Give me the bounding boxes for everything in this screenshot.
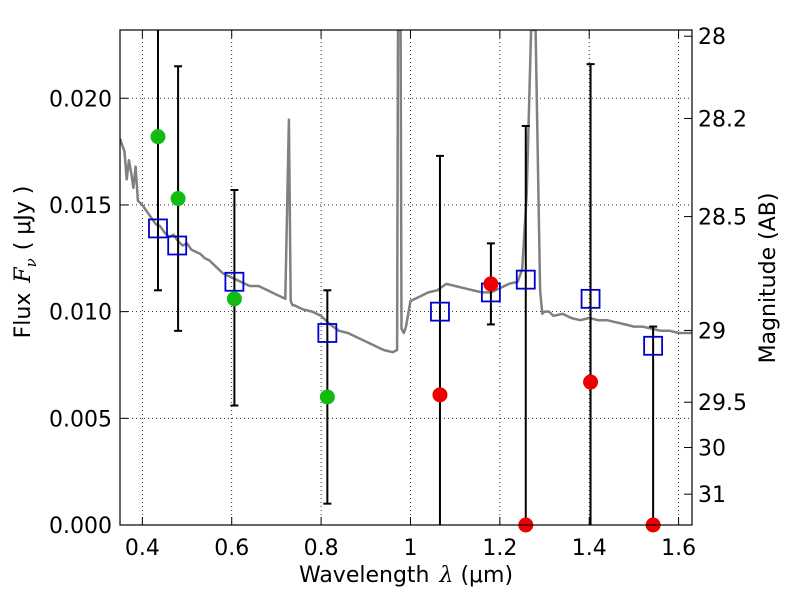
model-point xyxy=(167,235,188,256)
marker-layer xyxy=(148,30,664,533)
x-axis-label: Wavelength xyxy=(299,563,430,588)
model-point xyxy=(224,271,245,292)
x-tick-label: 1.6 xyxy=(661,536,696,561)
plot-background xyxy=(120,30,692,525)
y-axis-title: Flux Fν ( μJy ) xyxy=(11,186,40,339)
model-point xyxy=(148,218,168,239)
y2-tick-label: 28.5 xyxy=(698,206,747,231)
detection-point xyxy=(150,129,166,145)
detection-point xyxy=(226,291,242,307)
model-point xyxy=(580,288,601,309)
y2-tick-label: 30 xyxy=(698,437,726,462)
detection-point xyxy=(319,389,335,405)
y2-tick-label: 29 xyxy=(698,319,726,344)
x-tick-label: 0.8 xyxy=(304,536,339,561)
x-tick-label: 1.4 xyxy=(572,536,607,561)
model-point xyxy=(515,269,536,290)
y2-tick-label: 31 xyxy=(698,483,726,508)
model-point xyxy=(430,301,450,322)
x-axis-symbol: λ xyxy=(438,563,453,588)
y-axis-unit: ( μJy ) xyxy=(11,186,36,251)
x-tick-label: 1 xyxy=(403,536,417,561)
errorbar xyxy=(435,154,444,525)
y-tick-label: 0.020 xyxy=(49,87,112,112)
x-axis-unit: (μm) xyxy=(460,563,513,588)
errorbar xyxy=(649,325,658,525)
y2-tick-label: 28.2 xyxy=(698,107,747,132)
y2-tick-label: 28 xyxy=(698,25,726,50)
upper-limit-point xyxy=(583,374,599,390)
detection-point xyxy=(170,191,186,207)
errorbar xyxy=(586,63,595,525)
y-tick-label: 0.015 xyxy=(49,194,112,219)
y2-tick-label: 29.5 xyxy=(698,391,747,416)
y-axis-symbol: F xyxy=(11,267,36,284)
plot-frame xyxy=(119,29,693,526)
errorbar xyxy=(521,125,530,525)
errorbar xyxy=(153,30,162,292)
model-point xyxy=(643,335,664,356)
y-tick-label: 0.000 xyxy=(49,514,112,539)
x-tick-label: 0.4 xyxy=(125,536,160,561)
y-tick-label: 0.005 xyxy=(49,407,112,432)
x-tick-label: 1.2 xyxy=(482,536,517,561)
x-tick-label: 0.6 xyxy=(214,536,249,561)
ticks: 0.4 0.6 0.8 1 1.2 1.4 1.6 0.000 0.005 0.010 0.015 0… xyxy=(49,25,747,561)
y-axis-subscript: ν xyxy=(22,258,40,267)
y-axis-label: Flux xyxy=(11,293,36,339)
model-point xyxy=(317,323,338,343)
upper-limit-point xyxy=(483,276,499,292)
upper-limit-point xyxy=(432,387,448,403)
x-axis-title: Wavelength λ (μm) xyxy=(299,563,513,588)
y-tick-label: 0.010 xyxy=(49,301,112,326)
y2-axis-title: Magnitude (AB) xyxy=(756,193,781,364)
